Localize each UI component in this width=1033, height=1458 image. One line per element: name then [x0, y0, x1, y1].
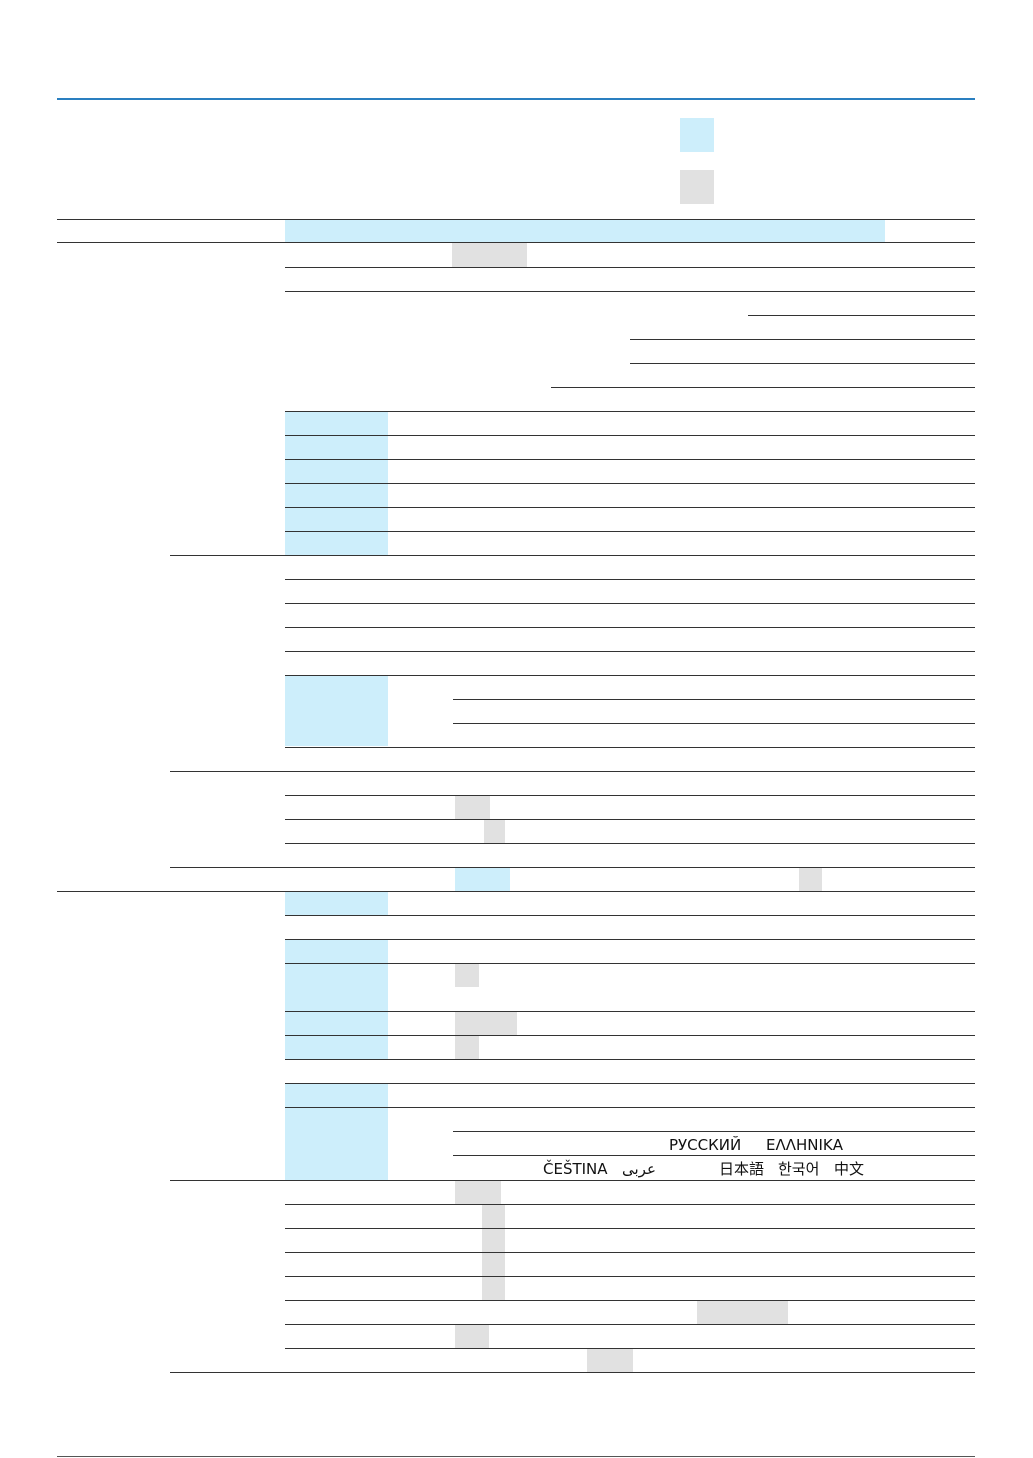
- cell-shade: [799, 868, 822, 891]
- row-line: [285, 483, 975, 484]
- group-line: [170, 1180, 975, 1181]
- cell-shade: [455, 1036, 479, 1059]
- row-line: [285, 1107, 975, 1108]
- cell-shade: [455, 1325, 489, 1348]
- row-label-block: [285, 892, 388, 915]
- footer-rule: [57, 1456, 975, 1457]
- row-line: [285, 627, 975, 628]
- header-rule: [57, 98, 975, 100]
- row-line: [285, 1276, 975, 1277]
- cell-shade: [482, 1277, 505, 1300]
- cell-shade: [482, 1205, 505, 1228]
- section-line: [57, 891, 975, 892]
- row-line: [285, 1011, 975, 1012]
- row-line: [285, 795, 975, 796]
- cell-shade: [452, 243, 527, 267]
- row-label-block: [285, 940, 388, 963]
- row-line: [285, 1252, 975, 1253]
- cell-shade: [455, 1181, 501, 1204]
- group-line: [170, 555, 975, 556]
- language-japanese: 日本語: [719, 1160, 765, 1178]
- table-header-band: [285, 220, 885, 242]
- row-line: [748, 315, 975, 316]
- row-line: [285, 1204, 975, 1205]
- cell-shade: [482, 1229, 505, 1252]
- row-line: [630, 339, 975, 340]
- row-line: [285, 603, 975, 604]
- row-line: [285, 939, 975, 940]
- table-bottom-line: [170, 1372, 975, 1373]
- row-line: [285, 507, 975, 508]
- row-line: [285, 531, 975, 532]
- row-label-block: [285, 676, 388, 746]
- language-arabic: عربى: [622, 1160, 656, 1178]
- row-label-block: [285, 1084, 388, 1107]
- row-line: [453, 723, 975, 724]
- row-line: [285, 1300, 975, 1301]
- cell-shade: [587, 1349, 633, 1372]
- row-line: [285, 411, 975, 412]
- cell-shade: [697, 1301, 788, 1324]
- row-line: [630, 363, 975, 364]
- row-line: [285, 819, 975, 820]
- row-line: [285, 1228, 975, 1229]
- legend-swatch-shade: [680, 170, 714, 204]
- cell-highlight: [455, 868, 510, 891]
- row-line: [453, 699, 975, 700]
- cell-shade: [455, 964, 479, 987]
- cell-shade: [455, 796, 490, 819]
- row-line: [285, 267, 975, 268]
- row-line: [453, 1155, 975, 1156]
- row-line: [285, 1324, 975, 1325]
- language-greek: ΕΛΛΗΝΙΚΑ: [766, 1136, 844, 1154]
- row-line: [285, 579, 975, 580]
- legend-swatch-highlight: [680, 118, 714, 152]
- cell-shade: [482, 1253, 505, 1276]
- row-line: [285, 459, 975, 460]
- row-label-block: [285, 1108, 388, 1181]
- table-header-line: [57, 242, 975, 243]
- row-line: [285, 291, 975, 292]
- row-line: [285, 1348, 975, 1349]
- cell-shade: [484, 820, 505, 843]
- group-line: [170, 771, 975, 772]
- row-line: [285, 435, 975, 436]
- cell-shade: [455, 1012, 517, 1035]
- row-line: [285, 675, 975, 676]
- row-line: [285, 843, 975, 844]
- language-czech: ČEŠTINA: [543, 1160, 608, 1178]
- row-line: [285, 915, 975, 916]
- row-line: [285, 1083, 975, 1084]
- language-chinese: 中文: [834, 1160, 865, 1178]
- language-korean: 한국어: [778, 1160, 820, 1178]
- row-line: [285, 651, 975, 652]
- row-label-block: [285, 964, 388, 1011]
- language-russian: РУССКИЙ: [669, 1136, 742, 1154]
- row-line: [285, 1059, 975, 1060]
- table-top-line: [57, 219, 975, 220]
- row-line: [551, 387, 975, 388]
- row-line: [285, 747, 975, 748]
- row-label-block: [285, 1036, 388, 1059]
- row-line: [285, 1035, 975, 1036]
- group-line: [170, 867, 975, 868]
- row-label-block: [285, 1012, 388, 1035]
- row-line: [453, 1131, 975, 1132]
- row-line: [285, 963, 975, 964]
